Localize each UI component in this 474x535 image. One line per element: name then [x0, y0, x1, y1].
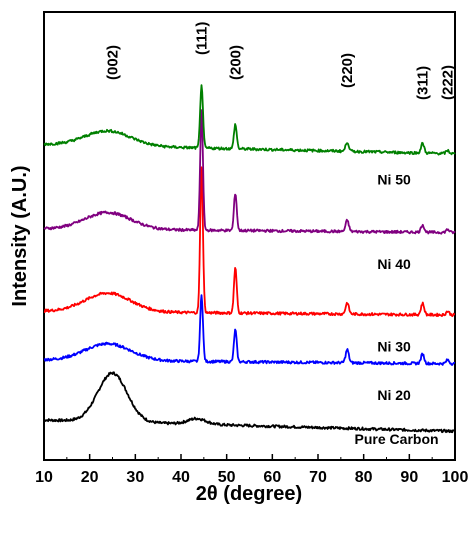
- x-tick-label: 40: [172, 469, 190, 486]
- series-line-ni-30: [43, 166, 456, 318]
- series-label: Ni 40: [377, 256, 411, 272]
- peak-label-layer: (002) (111) (200) (220) (311) (222): [105, 22, 457, 100]
- x-tick-label: 20: [81, 469, 99, 486]
- x-tick-label: 60: [263, 469, 281, 486]
- series-layer: [43, 84, 456, 434]
- series-line-ni-50: [43, 84, 456, 156]
- x-tick-label: 30: [126, 469, 144, 486]
- peak-index-label: (200): [227, 45, 244, 80]
- x-tick-label: 90: [400, 469, 418, 486]
- y-axis-title: Intensity (A.U.): [9, 165, 31, 306]
- x-tick-layer: 10 20 30 40 50 60 70 80 90 100: [35, 454, 468, 486]
- x-tick-label: 100: [442, 469, 469, 486]
- x-tick-label: 70: [309, 469, 327, 486]
- series-label: Ni 50: [377, 171, 411, 187]
- peak-index-label: (220): [339, 53, 356, 88]
- series-label: Ni 30: [377, 338, 411, 354]
- x-tick-label: 50: [218, 469, 236, 486]
- peak-index-label: (222): [440, 65, 457, 100]
- x-tick-label: 10: [35, 469, 53, 486]
- x-axis-title: 2θ (degree): [196, 483, 302, 505]
- series-label: Ni 20: [377, 387, 411, 403]
- peak-index-label: (002): [105, 45, 122, 80]
- peak-index-label: (311): [415, 66, 432, 100]
- series-label: Pure Carbon: [355, 431, 439, 447]
- series-line-ni-20: [43, 294, 456, 366]
- series-line-pure-carbon: [43, 371, 456, 434]
- peak-index-label: (111): [194, 22, 211, 55]
- series-line-ni-40: [43, 109, 456, 235]
- x-tick-label: 80: [355, 469, 373, 486]
- series-label-layer: Pure Carbon Ni 20 Ni 30 Ni 40 Ni 50: [355, 171, 439, 447]
